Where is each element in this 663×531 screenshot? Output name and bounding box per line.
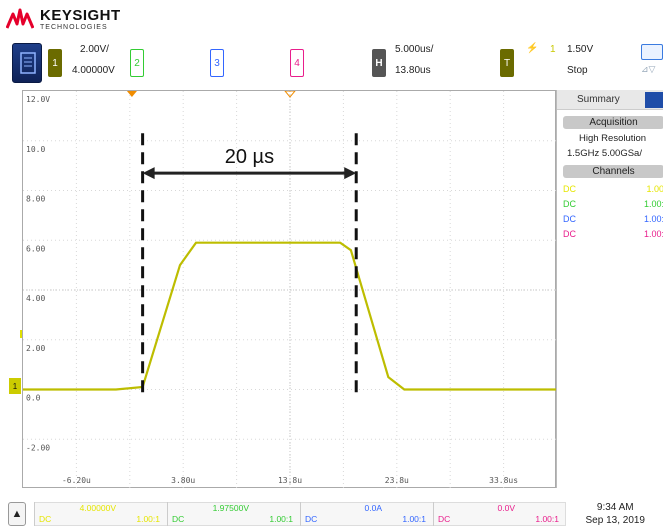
channel-status-ratio: 1.00:1	[402, 514, 426, 524]
channel-status-value: 1.97500V	[212, 503, 249, 513]
arrow-up-icon: ▲	[11, 508, 23, 520]
channel-1-scale: 2.00V/	[80, 44, 109, 55]
channel-coupling: DC	[563, 214, 576, 224]
channel-status-coupling: DC	[172, 514, 185, 524]
panel-menu-button[interactable]	[645, 92, 663, 108]
top-toolbar: 1 2.00V/ 4.00000V 2 3 4 H 5.000us/ 13.80…	[0, 38, 663, 90]
y-tick-label: -2.00	[26, 443, 50, 452]
y-tick-label: 6.00	[26, 244, 45, 253]
channel-probe-ratio: 1.00:	[643, 214, 663, 224]
channel-2-button[interactable]: 2	[130, 49, 144, 77]
trigger-position-marker	[126, 91, 137, 97]
zoom-icon[interactable]: ⊿▽	[641, 64, 656, 74]
y-tick-label: 2.00	[26, 344, 45, 353]
channel-probe-ratio: 1.00	[646, 184, 663, 194]
channel-1-ground-marker[interactable]: 1	[9, 378, 21, 394]
channel-status-coupling: DC	[438, 514, 451, 524]
annotation-arrow-right	[344, 167, 357, 180]
y-tick-label: 4.00	[26, 294, 45, 303]
channel-1-offset: 4.00000V	[72, 65, 115, 76]
main-menu-button[interactable]	[12, 43, 42, 83]
channel-probe-ratio: 1.00:	[643, 199, 663, 209]
channel-status-ratio: 1.00:1	[269, 514, 293, 524]
x-tick-label: 23.8u	[385, 476, 409, 485]
menu-icon	[20, 52, 36, 74]
trigger-level-marker	[20, 330, 22, 338]
channel-status-cell[interactable]: 4.00000V DC 1.00:1	[34, 502, 166, 526]
channel-status-value: 4.00000V	[79, 503, 116, 513]
y-tick-label: 8.00	[26, 195, 45, 204]
x-tick-label: 3.80u	[171, 476, 195, 485]
channel-status-value: 0.0V	[497, 503, 516, 513]
horizontal-button[interactable]: H	[372, 49, 386, 77]
annotation-label: 20 µs	[225, 146, 274, 168]
expand-up-button[interactable]: ▲	[8, 502, 26, 526]
waveform-display[interactable]: 12.0V 10.0 8.00 6.00 4.00 2.00 0.0 -2.00 -6.20u 3…	[22, 90, 557, 489]
summary-tab[interactable]: Summary	[557, 90, 663, 110]
channel-status-cell[interactable]: 0.0A DC 1.00:1	[300, 502, 432, 526]
x-tick-label: 13.8u	[278, 476, 302, 485]
y-tick-label: 12.0V	[26, 95, 50, 104]
channel-4-button[interactable]: 4	[290, 49, 304, 77]
clock: 9:34 AM Sep 13, 2019	[586, 501, 646, 527]
channel-status-ratio: 1.00:1	[535, 514, 559, 524]
channels-header: Channels	[563, 165, 663, 178]
sample-rate: 1.5GHz 5.00GSa/	[567, 148, 642, 159]
x-tick-label: 33.8us	[489, 476, 518, 485]
summary-panel: Summary Acquisition High Resolution 1.5G…	[556, 90, 663, 488]
y-tick-label: 0.0	[26, 394, 41, 403]
keysight-logo: KEYSIGHT TECHNOLOGIES	[6, 4, 121, 34]
delay-marker	[284, 91, 296, 98]
waveform-graticule: 12.0V 10.0 8.00 6.00 4.00 2.00 0.0 -2.00 -6.20u 3…	[23, 91, 557, 489]
channel-status-cell[interactable]: 1.97500V DC 1.00:1	[167, 502, 299, 526]
channel-status-ratio: 1.00:1	[136, 514, 160, 524]
channel-1-button[interactable]: 1	[48, 49, 62, 77]
channel-status-cell[interactable]: 0.0V DC 1.00:1	[433, 502, 565, 526]
y-tick-label: 10.0	[26, 145, 45, 154]
channel-coupling: DC	[563, 184, 576, 194]
channel-summary-row: DC 1.00:	[563, 199, 663, 211]
trigger-button[interactable]: T	[500, 49, 514, 77]
channel-status-coupling: DC	[305, 514, 318, 524]
keysight-wave-icon	[6, 8, 34, 29]
horizontal-scale: 5.000us/	[395, 44, 434, 55]
acquisition-header: Acquisition	[563, 116, 663, 129]
clock-time: 9:34 AM	[596, 502, 634, 513]
trigger-level: 1.50V	[567, 44, 594, 55]
run-state: Stop	[567, 65, 588, 76]
trigger-edge-icon: ⚡	[526, 43, 539, 54]
acquisition-mode: High Resolution	[579, 133, 647, 144]
channel-summary-row: DC 1.00:	[563, 214, 663, 226]
trigger-source: 1	[550, 44, 556, 55]
channel-probe-ratio: 1.00:	[643, 229, 663, 239]
quick-action-button[interactable]	[641, 44, 663, 60]
x-tick-label: -6.20u	[62, 476, 91, 485]
channel-status-value: 0.0A	[364, 503, 383, 513]
status-bar: ▲ 9:34 AM Sep 13, 2019 4.00000V DC 1.00:1 1…	[0, 496, 663, 531]
summary-tab-label: Summary	[577, 94, 620, 105]
channel-summary-row: DC 1.00:	[563, 229, 663, 241]
channel-status-coupling: DC	[39, 514, 52, 524]
clock-date: Sep 13, 2019	[585, 515, 646, 526]
annotation-arrow-left	[142, 167, 155, 180]
channel-coupling: DC	[563, 229, 576, 239]
channel-3-button[interactable]: 3	[210, 49, 224, 77]
brand-name: KEYSIGHT	[40, 6, 121, 24]
channel-summary-row: DC 1.00	[563, 184, 663, 196]
horizontal-position: 13.80us	[395, 65, 431, 76]
channel-coupling: DC	[563, 199, 576, 209]
brand-subtitle: TECHNOLOGIES	[40, 23, 108, 31]
